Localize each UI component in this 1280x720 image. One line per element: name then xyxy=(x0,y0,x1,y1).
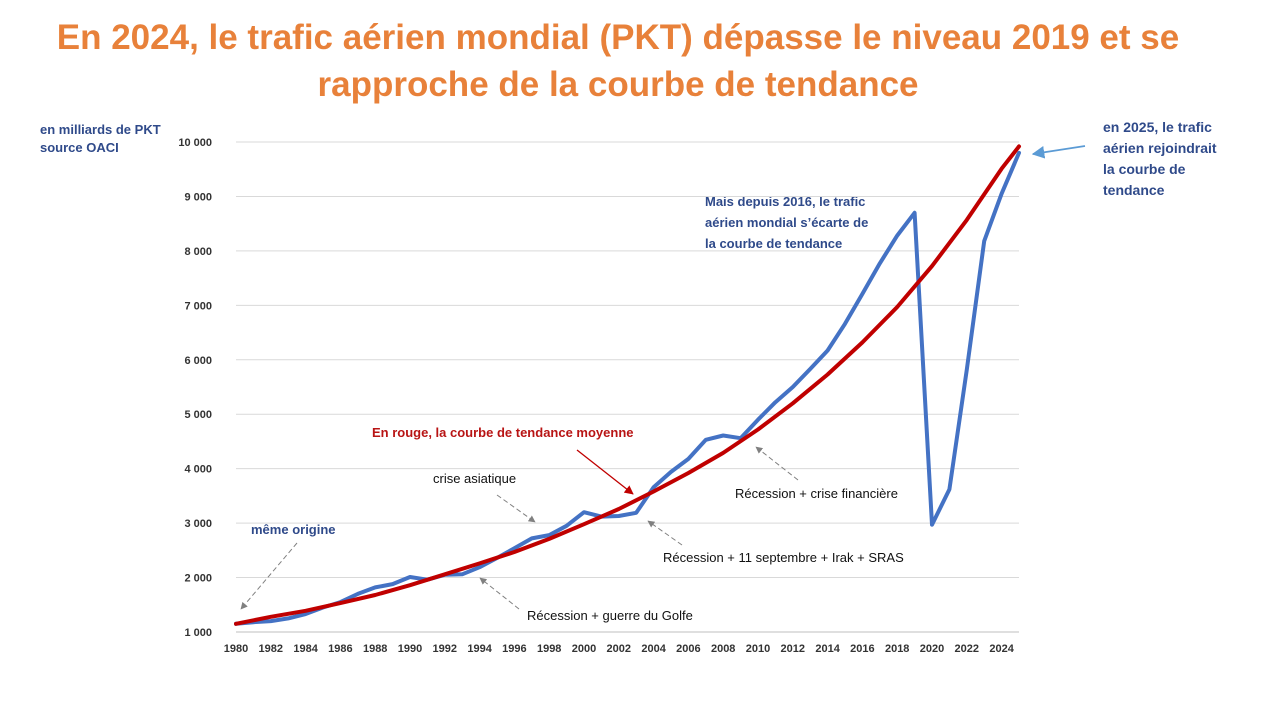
x-tick-label: 2002 xyxy=(607,643,631,655)
y-tick-label: 7 000 xyxy=(184,300,212,312)
note-2016-line: aérien mondial s’écarte de xyxy=(705,215,869,230)
arrow-asian-crisis xyxy=(496,494,536,523)
y-tick-label: 4 000 xyxy=(184,464,212,476)
x-tick-label: 1984 xyxy=(293,643,318,655)
x-tick-label: 2022 xyxy=(955,643,979,655)
annotation-2025-note: en 2025, le trafic aérien rejoindrait la… xyxy=(1103,117,1217,201)
x-tick-label: 1990 xyxy=(398,643,422,655)
x-tick-label: 2016 xyxy=(850,643,874,655)
y-axis-unit-label: en milliards de PKT source OACI xyxy=(40,121,161,157)
chart-title-line-1: En 2024, le trafic aérien mondial (PKT) … xyxy=(56,18,1180,57)
note-2016-line: Mais depuis 2016, le trafic xyxy=(705,194,866,209)
x-tick-label: 2014 xyxy=(815,643,840,655)
y-tick-label: 2 000 xyxy=(184,573,212,585)
annotation-sept11: Récession + 11 septembre + Irak + SRAS xyxy=(663,550,904,565)
x-tick-label: 1982 xyxy=(259,643,283,655)
note-2025-line: aérien rejoindrait xyxy=(1103,140,1217,156)
arrow-gulf-war xyxy=(479,577,520,610)
x-tick-label: 1998 xyxy=(537,643,561,655)
x-tick-label: 2006 xyxy=(676,643,700,655)
x-tick-label: 1988 xyxy=(363,643,387,655)
x-tick-label: 2008 xyxy=(711,643,735,655)
annotation-2016-divergence: Mais depuis 2016, le trafic aérien mondi… xyxy=(705,191,868,254)
x-tick-label: 1986 xyxy=(328,643,352,655)
annotation-financial-crisis: Récession + crise financière xyxy=(735,486,898,501)
x-tick-label: 1996 xyxy=(502,643,526,655)
x-tick-label: 2004 xyxy=(641,643,666,655)
chart-title: En 2024, le trafic aérien mondial (PKT) … xyxy=(0,14,1236,108)
x-tick-label: 2012 xyxy=(781,643,805,655)
arrow-2025-note xyxy=(1031,145,1086,159)
y-tick-label: 1 000 xyxy=(184,627,212,639)
chart-title-line-2: rapproche de la courbe de tendance xyxy=(317,65,919,104)
series-line-traffic xyxy=(234,150,1021,626)
x-tick-label: 1980 xyxy=(224,643,248,655)
y-tick-label: 5 000 xyxy=(184,409,212,421)
note-2025-line: tendance xyxy=(1103,182,1165,198)
y-tick-label: 3 000 xyxy=(184,518,212,530)
x-tick-label: 1992 xyxy=(433,643,457,655)
x-tick-label: 2024 xyxy=(989,643,1014,655)
unit-label-line-1: en milliards de PKT xyxy=(40,122,161,137)
y-tick-label: 10 000 xyxy=(178,137,212,149)
arrow-same-origin xyxy=(240,542,298,610)
x-tick-label: 2000 xyxy=(572,643,596,655)
series-line-trend xyxy=(234,144,1021,626)
note-2016-line: la courbe de tendance xyxy=(705,236,843,251)
arrow-financial-crisis xyxy=(755,446,799,481)
annotation-asian-crisis: crise asiatique xyxy=(433,471,517,486)
x-tick-label: 2020 xyxy=(920,643,944,655)
arrow-trend-label xyxy=(576,449,634,495)
y-tick-label: 9 000 xyxy=(184,191,212,203)
y-tick-label: 6 000 xyxy=(184,355,212,367)
arrow-sept11 xyxy=(647,520,683,546)
annotation-same-origin: même origine xyxy=(251,522,336,537)
annotation-trend-label: En rouge, la courbe de tendance moyenne xyxy=(372,425,634,440)
x-tick-label: 2018 xyxy=(885,643,909,655)
x-tick-label: 2010 xyxy=(746,643,770,655)
unit-label-line-2: source OACI xyxy=(40,140,119,155)
note-2025-line: la courbe de xyxy=(1103,161,1186,177)
annotation-gulf-war: Récession + guerre du Golfe xyxy=(527,608,693,623)
y-tick-label: 8 000 xyxy=(184,246,212,258)
note-2025-line: en 2025, le trafic xyxy=(1103,119,1212,135)
x-tick-label: 1994 xyxy=(467,643,492,655)
